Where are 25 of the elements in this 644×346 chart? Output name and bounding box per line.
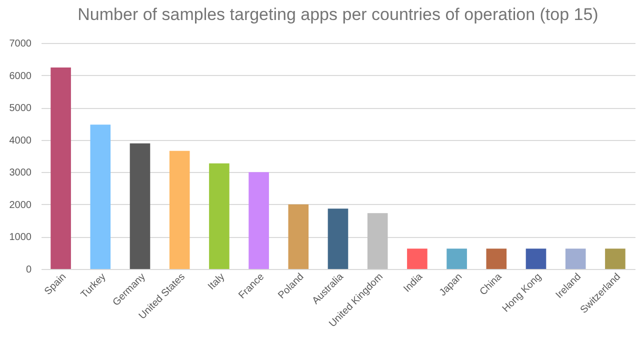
bar bbox=[50, 68, 71, 269]
bar bbox=[565, 248, 586, 269]
y-tick-label: 4000 bbox=[9, 135, 32, 146]
bar bbox=[90, 124, 111, 269]
y-tick-label: 3000 bbox=[9, 168, 32, 179]
bar bbox=[367, 213, 388, 269]
y-tick-label: 7000 bbox=[9, 38, 32, 50]
y-tick-label: 2000 bbox=[9, 200, 32, 211]
y-tick-label: 6000 bbox=[9, 70, 32, 82]
bar bbox=[605, 248, 626, 269]
y-tick-label: 5000 bbox=[9, 103, 32, 114]
bar bbox=[407, 248, 428, 269]
bar bbox=[248, 172, 269, 269]
bar bbox=[446, 248, 467, 269]
y-tick-label: 1000 bbox=[9, 232, 32, 244]
bar bbox=[288, 204, 309, 269]
bar bbox=[526, 248, 546, 269]
bar bbox=[209, 163, 230, 269]
bar bbox=[328, 208, 348, 269]
chart-title: Number of samples targeting apps per countries of operation (top 15) bbox=[78, 5, 598, 24]
bar bbox=[486, 248, 507, 269]
bar bbox=[130, 143, 150, 269]
x-tick-label: Italy bbox=[206, 272, 227, 292]
y-tick-label: 0 bbox=[26, 264, 32, 276]
bar bbox=[169, 150, 190, 269]
